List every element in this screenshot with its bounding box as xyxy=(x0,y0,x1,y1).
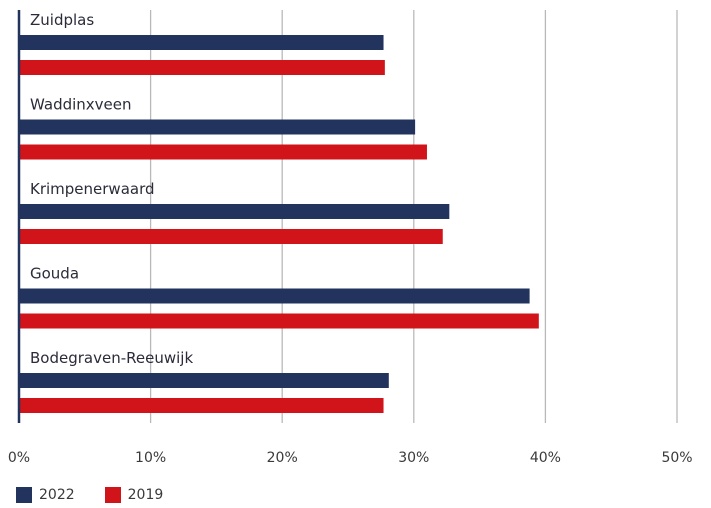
bar-2022-waddinxveen xyxy=(19,119,416,135)
x-tick-label: 30% xyxy=(398,450,429,466)
bar-2022-bodegraven-reeuwijk xyxy=(19,373,389,388)
bar-2019-krimpenerwaard xyxy=(19,229,443,244)
category-labels: Zuidplas Waddinxveen Krimpenerwaard Gouda Bo… xyxy=(30,11,193,367)
bar-2019-waddinxveen xyxy=(19,144,427,160)
bar-2022-krimpenerwaard xyxy=(19,204,450,219)
legend-label-2022: 2022 xyxy=(39,487,75,503)
legend-swatch-2022 xyxy=(16,487,32,503)
bar-2019-gouda xyxy=(19,313,539,329)
legend: 2022 2019 xyxy=(16,487,193,503)
x-tick-label: 0% xyxy=(8,450,30,466)
bar-2019-zuidplas xyxy=(19,60,385,75)
category-label: Gouda xyxy=(30,265,79,283)
bar-2019-bodegraven-reeuwijk xyxy=(19,398,384,413)
x-tick-label: 40% xyxy=(530,450,561,466)
legend-label-2019: 2019 xyxy=(127,487,164,503)
legend-item-2019: 2019 xyxy=(104,487,164,503)
legend-item-2022: 2022 xyxy=(16,487,75,503)
legend-swatch-2019 xyxy=(104,487,121,503)
category-label: Krimpenerwaard xyxy=(30,180,155,198)
x-tick-label: 50% xyxy=(661,450,692,466)
category-label: Bodegraven-Reeuwijk xyxy=(30,349,193,367)
x-tick-label: 10% xyxy=(135,450,166,466)
bar-2022-gouda xyxy=(19,288,530,304)
x-tick-labels: 0% 10% 20% 30% 40% 50% xyxy=(8,450,693,466)
category-label: Waddinxveen xyxy=(30,96,132,114)
bar-2022-zuidplas xyxy=(19,35,384,50)
x-tick-label: 20% xyxy=(267,450,298,466)
category-label: Zuidplas xyxy=(30,11,94,29)
bars xyxy=(19,35,539,413)
